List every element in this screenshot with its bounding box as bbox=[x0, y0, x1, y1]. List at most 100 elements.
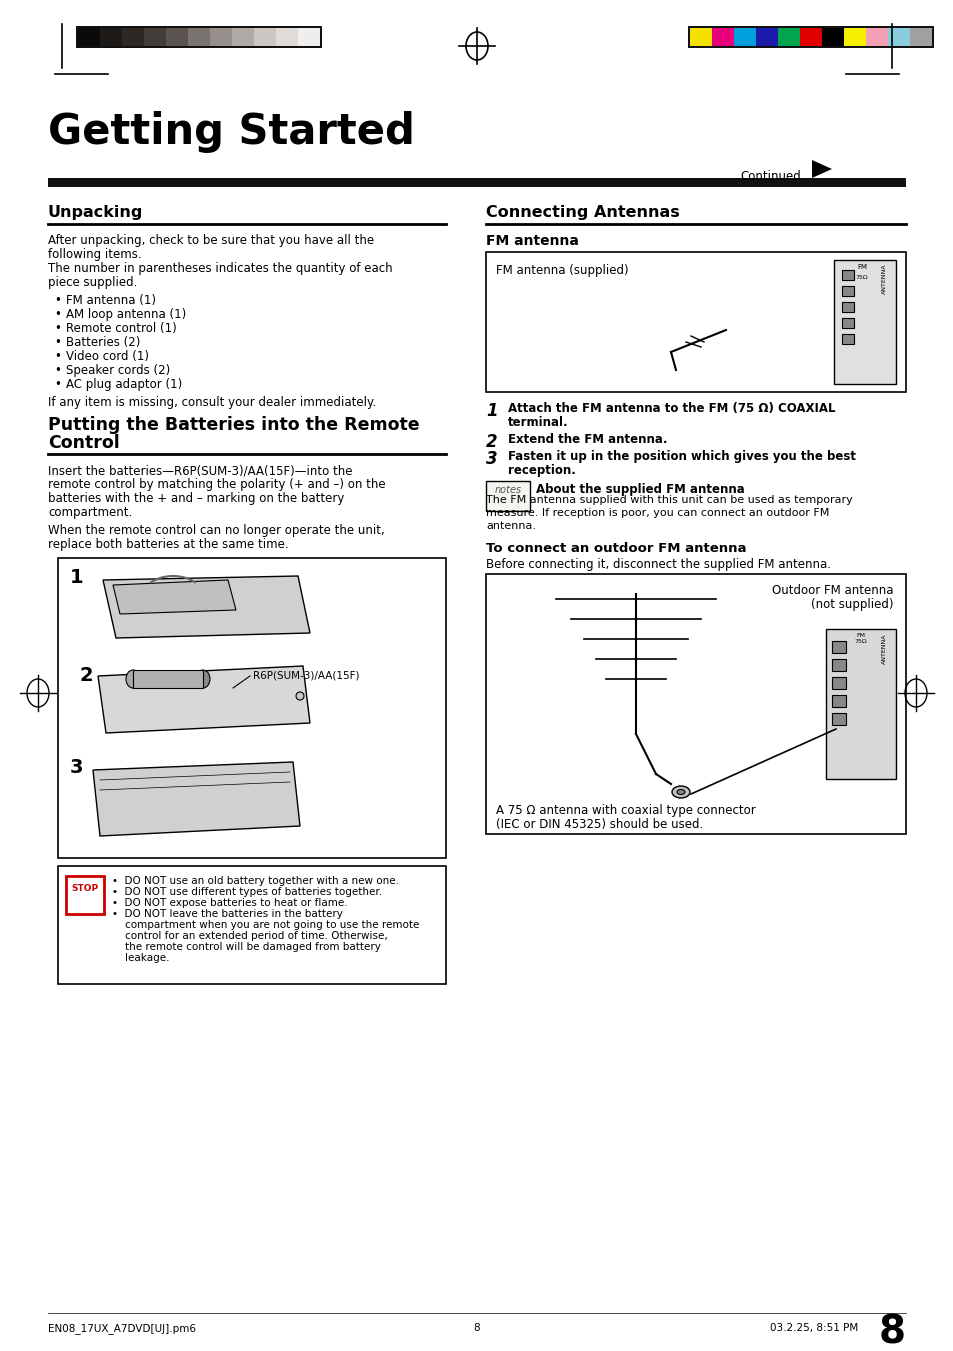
Text: control for an extended period of time. Otherwise,: control for an extended period of time. … bbox=[112, 931, 387, 942]
Text: compartment when you are not going to use the remote: compartment when you are not going to us… bbox=[112, 920, 419, 929]
Bar bbox=[297, 28, 319, 46]
Text: (IEC or DIN 45325) should be used.: (IEC or DIN 45325) should be used. bbox=[496, 817, 702, 831]
Bar bbox=[843, 28, 865, 46]
Bar bbox=[78, 28, 100, 46]
Bar bbox=[275, 28, 297, 46]
Text: (not supplied): (not supplied) bbox=[811, 598, 893, 611]
Text: Continued: Continued bbox=[740, 170, 800, 182]
Polygon shape bbox=[103, 576, 310, 638]
Text: antenna.: antenna. bbox=[485, 521, 536, 531]
Text: 3: 3 bbox=[485, 450, 497, 467]
Bar bbox=[58, 558, 446, 858]
Text: Video cord (1): Video cord (1) bbox=[66, 350, 149, 363]
Text: 8: 8 bbox=[474, 1323, 479, 1333]
Bar bbox=[144, 28, 166, 46]
Bar bbox=[831, 677, 845, 689]
Text: R6P(SUM-3)/AA(15F): R6P(SUM-3)/AA(15F) bbox=[253, 670, 359, 680]
Text: leakage.: leakage. bbox=[112, 952, 170, 963]
Text: FM antenna (supplied): FM antenna (supplied) bbox=[496, 263, 628, 277]
Bar bbox=[253, 28, 275, 46]
Bar bbox=[122, 28, 144, 46]
Bar bbox=[755, 28, 778, 46]
Text: following items.: following items. bbox=[48, 249, 141, 261]
Bar bbox=[831, 694, 845, 707]
Bar bbox=[232, 28, 253, 46]
Bar bbox=[821, 28, 843, 46]
Ellipse shape bbox=[295, 692, 304, 700]
Bar bbox=[841, 303, 853, 312]
Text: AC plug adaptor (1): AC plug adaptor (1) bbox=[66, 378, 182, 390]
Text: To connect an outdoor FM antenna: To connect an outdoor FM antenna bbox=[485, 542, 745, 555]
Text: 03.2.25, 8:51 PM: 03.2.25, 8:51 PM bbox=[769, 1323, 857, 1333]
Text: •: • bbox=[54, 322, 61, 335]
Text: •: • bbox=[54, 363, 61, 377]
Text: ANTENNA: ANTENNA bbox=[881, 263, 885, 295]
Text: When the remote control can no longer operate the unit,: When the remote control can no longer op… bbox=[48, 524, 384, 536]
Ellipse shape bbox=[195, 670, 210, 688]
Bar bbox=[800, 28, 821, 46]
Text: •: • bbox=[54, 378, 61, 390]
Text: Before connecting it, disconnect the supplied FM antenna.: Before connecting it, disconnect the sup… bbox=[485, 558, 830, 571]
Polygon shape bbox=[92, 762, 299, 836]
Bar bbox=[831, 713, 845, 725]
Bar bbox=[841, 286, 853, 296]
Text: The FM antenna supplied with this unit can be used as temporary: The FM antenna supplied with this unit c… bbox=[485, 494, 852, 505]
Text: •: • bbox=[54, 350, 61, 363]
Text: Speaker cords (2): Speaker cords (2) bbox=[66, 363, 170, 377]
Text: FM: FM bbox=[856, 263, 866, 270]
Ellipse shape bbox=[671, 786, 689, 798]
Bar bbox=[841, 334, 853, 345]
Text: If any item is missing, consult your dealer immediately.: If any item is missing, consult your dea… bbox=[48, 396, 375, 409]
Bar bbox=[733, 28, 755, 46]
Text: •: • bbox=[54, 336, 61, 349]
Bar bbox=[485, 481, 530, 511]
Bar bbox=[58, 866, 446, 984]
Text: 2: 2 bbox=[80, 666, 93, 685]
Text: Attach the FM antenna to the FM (75 Ω) COAXIAL: Attach the FM antenna to the FM (75 Ω) C… bbox=[507, 403, 835, 415]
Text: ANTENNA: ANTENNA bbox=[881, 634, 885, 663]
Text: •: • bbox=[54, 308, 61, 322]
Text: After unpacking, check to be sure that you have all the: After unpacking, check to be sure that y… bbox=[48, 234, 374, 247]
Ellipse shape bbox=[126, 670, 140, 688]
Text: compartment.: compartment. bbox=[48, 507, 132, 519]
Bar bbox=[831, 659, 845, 671]
Text: the remote control will be damaged from battery: the remote control will be damaged from … bbox=[112, 942, 380, 952]
Text: Batteries (2): Batteries (2) bbox=[66, 336, 140, 349]
Bar bbox=[485, 253, 905, 392]
Bar bbox=[48, 178, 905, 186]
Bar bbox=[76, 26, 322, 49]
Text: Unpacking: Unpacking bbox=[48, 205, 143, 220]
Ellipse shape bbox=[677, 789, 684, 794]
Bar bbox=[825, 630, 895, 780]
Bar bbox=[711, 28, 733, 46]
Text: FM antenna (1): FM antenna (1) bbox=[66, 295, 156, 307]
Text: 8: 8 bbox=[878, 1313, 905, 1351]
Text: 1: 1 bbox=[485, 403, 497, 420]
Bar bbox=[833, 259, 895, 384]
Text: •  DO NOT use different types of batteries together.: • DO NOT use different types of batterie… bbox=[112, 888, 382, 897]
Text: 75Ω: 75Ω bbox=[855, 276, 867, 280]
Text: A 75 Ω antenna with coaxial type connector: A 75 Ω antenna with coaxial type connect… bbox=[496, 804, 755, 817]
Text: •  DO NOT use an old battery together with a new one.: • DO NOT use an old battery together wit… bbox=[112, 875, 398, 886]
Text: notes: notes bbox=[494, 485, 521, 494]
Text: STOP: STOP bbox=[71, 884, 98, 893]
Text: •  DO NOT leave the batteries in the battery: • DO NOT leave the batteries in the batt… bbox=[112, 909, 342, 919]
Bar bbox=[909, 28, 931, 46]
Polygon shape bbox=[112, 580, 235, 613]
Text: replace both batteries at the same time.: replace both batteries at the same time. bbox=[48, 538, 289, 551]
Text: Extend the FM antenna.: Extend the FM antenna. bbox=[507, 434, 667, 446]
Text: 2: 2 bbox=[485, 434, 497, 451]
Text: remote control by matching the polarity (+ and –) on the: remote control by matching the polarity … bbox=[48, 478, 385, 490]
Text: •: • bbox=[54, 295, 61, 307]
Text: reception.: reception. bbox=[507, 463, 576, 477]
Text: piece supplied.: piece supplied. bbox=[48, 276, 137, 289]
Text: measure. If reception is poor, you can connect an outdoor FM: measure. If reception is poor, you can c… bbox=[485, 508, 828, 517]
Text: Insert the batteries—R6P(SUM-3)/AA(15F)—into the: Insert the batteries—R6P(SUM-3)/AA(15F)—… bbox=[48, 463, 352, 477]
Text: •  DO NOT expose batteries to heat or flame.: • DO NOT expose batteries to heat or fla… bbox=[112, 898, 347, 908]
Text: terminal.: terminal. bbox=[507, 416, 568, 430]
Bar bbox=[841, 317, 853, 328]
Bar bbox=[778, 28, 800, 46]
Bar bbox=[132, 670, 203, 688]
Polygon shape bbox=[811, 159, 831, 178]
Bar bbox=[66, 875, 104, 915]
